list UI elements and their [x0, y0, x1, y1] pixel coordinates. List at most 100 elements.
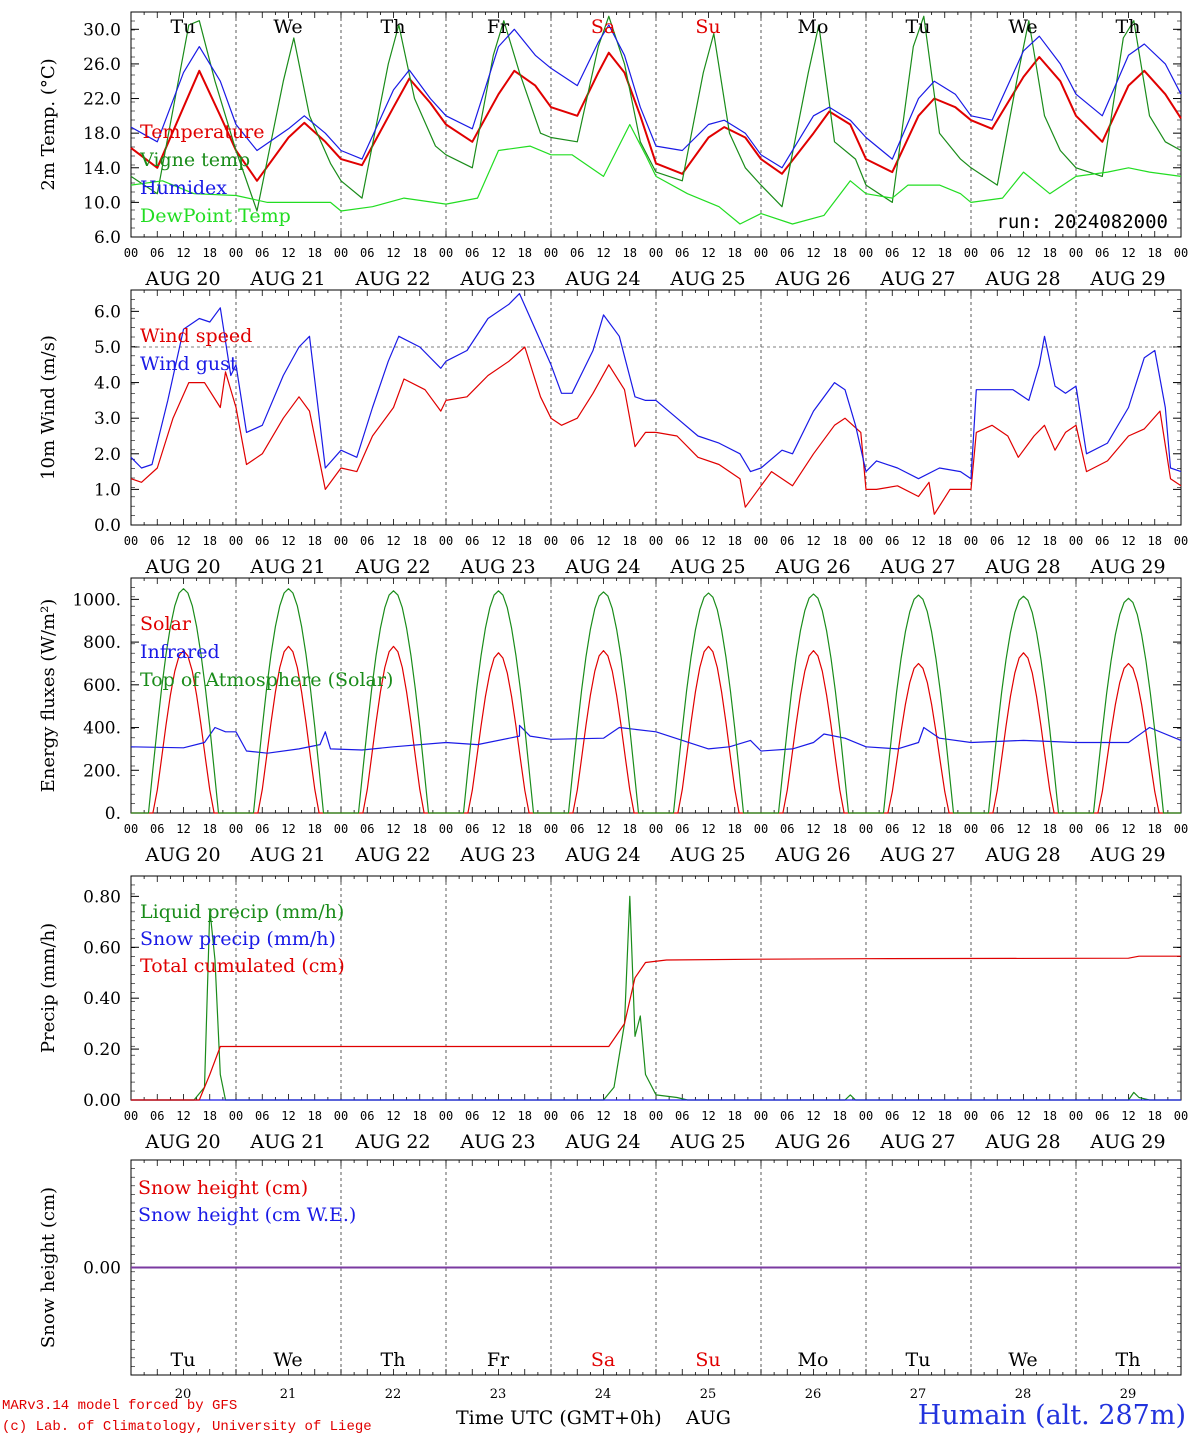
y-tick-label: 4.0 [94, 374, 121, 394]
y-tick-label: 1000. [72, 590, 121, 610]
x-hour-label: 00 [754, 534, 768, 548]
x-hour-label: 06 [780, 822, 794, 836]
y-tick-label: 0.80 [83, 887, 121, 907]
x-hour-label: 18 [518, 1109, 532, 1123]
x-hour-label: 18 [623, 246, 637, 260]
panel-4 [130, 875, 1182, 1101]
x-hour-label: 00 [229, 822, 243, 836]
x-hour-label: 06 [1095, 1109, 1109, 1123]
y-tick-label: 0.00 [83, 1091, 121, 1111]
x-date-label: AUG 25 [669, 844, 745, 866]
x-date-label: AUG 28 [984, 556, 1060, 578]
x-hour-label: 12 [491, 534, 505, 548]
panel-1 [130, 11, 1182, 238]
x-hour-label: 00 [1069, 246, 1083, 260]
y-tick-label: 0. [105, 804, 121, 824]
x-hour-label: 06 [675, 534, 689, 548]
series-infrared [130, 724, 1182, 754]
y-tick-label: 0.20 [83, 1040, 121, 1060]
x-hour-label: 18 [203, 534, 217, 548]
x-hour-label: 00 [859, 822, 873, 836]
x-hour-label: 06 [990, 1109, 1004, 1123]
x-date-label: AUG 25 [669, 268, 745, 290]
y-tick-label: 22.0 [83, 90, 121, 110]
x-hour-label: 00 [124, 1109, 138, 1123]
series-temperature [130, 51, 1182, 182]
x-hour-label: 12 [1016, 534, 1030, 548]
legend-entry: Wind speed [140, 325, 252, 347]
x-hour-label: 00 [439, 822, 453, 836]
panel-3 [130, 577, 1182, 814]
x-hour-label: 06 [465, 1109, 479, 1123]
x-hour-label: 12 [596, 246, 610, 260]
x-hour-label: 00 [439, 534, 453, 548]
series-top-of-atmosphere-solar- [131, 588, 1181, 814]
x-date-label: AUG 20 [144, 1131, 220, 1153]
x-hour-label: 06 [570, 822, 584, 836]
x-hour-label: 00 [124, 822, 138, 836]
legend-entry: Liquid precip (mm/h) [140, 901, 344, 923]
x-hour-label: 06 [150, 246, 164, 260]
series-wind-speed [130, 346, 1182, 515]
x-hour-label: 00 [754, 246, 768, 260]
day-number-label: 28 [1015, 1387, 1032, 1402]
panel-2 [130, 289, 1182, 526]
x-date-label: AUG 20 [144, 556, 220, 578]
x-hour-label: 12 [911, 534, 925, 548]
x-hour-label: 18 [833, 534, 847, 548]
x-hour-label: 12 [386, 1109, 400, 1123]
x-hour-label: 18 [833, 822, 847, 836]
x-hour-label: 00 [334, 822, 348, 836]
x-hour-label: 06 [780, 534, 794, 548]
x-hour-label: 12 [386, 822, 400, 836]
x-hour-label: 00 [544, 534, 558, 548]
x-hour-label: 18 [833, 246, 847, 260]
y-axis-label: Precip (mm/h) [38, 923, 59, 1053]
weekday-label: Tu [906, 16, 931, 38]
x-hour-label: 06 [780, 1109, 794, 1123]
x-hour-label: 18 [623, 822, 637, 836]
x-hour-label: 12 [596, 534, 610, 548]
x-hour-label: 00 [754, 822, 768, 836]
x-hour-label: 12 [806, 822, 820, 836]
legend-entry: Vigne temp [139, 149, 250, 171]
time-axis-label: Time UTC (GMT+0h) [456, 1407, 662, 1429]
x-hour-label: 06 [150, 534, 164, 548]
y-tick-label: 30.0 [83, 20, 121, 40]
x-date-label: AUG 24 [564, 268, 640, 290]
y-tick-label: 2.0 [94, 445, 121, 465]
x-hour-label: 12 [281, 822, 295, 836]
x-hour-label: 00 [544, 822, 558, 836]
x-hour-label: 18 [308, 1109, 322, 1123]
x-hour-label: 00 [229, 246, 243, 260]
x-hour-label: 00 [334, 1109, 348, 1123]
x-hour-label: 00 [229, 1109, 243, 1123]
x-hour-label: 12 [596, 1109, 610, 1123]
x-hour-label: 00 [1069, 1109, 1083, 1123]
series-total-cumulated-cm- [131, 955, 1181, 1101]
x-hour-label: 12 [806, 534, 820, 548]
x-hour-label: 12 [386, 534, 400, 548]
x-date-label: AUG 29 [1089, 1131, 1165, 1153]
day-number-label: 20 [175, 1387, 192, 1402]
x-hour-label: 12 [911, 1109, 925, 1123]
month-label: AUG [685, 1407, 731, 1429]
x-date-label: AUG 25 [669, 1131, 745, 1153]
x-hour-label: 06 [885, 246, 899, 260]
x-date-label: AUG 27 [879, 268, 955, 290]
y-tick-label: 0.0 [94, 516, 121, 536]
x-date-label: AUG 27 [879, 844, 955, 866]
x-hour-label: 00 [859, 1109, 873, 1123]
x-hour-label: 06 [570, 534, 584, 548]
x-date-label: AUG 24 [564, 1131, 640, 1153]
x-date-label: AUG 29 [1089, 268, 1165, 290]
x-hour-label: 06 [1095, 534, 1109, 548]
x-hour-label: 18 [518, 246, 532, 260]
legend-entry: Solar [140, 613, 192, 635]
x-hour-label: 12 [281, 534, 295, 548]
y-tick-label: 800. [83, 633, 121, 653]
x-date-label: AUG 23 [459, 556, 535, 578]
x-hour-label: 06 [780, 246, 794, 260]
x-hour-label: 18 [1043, 534, 1057, 548]
x-hour-label: 12 [806, 246, 820, 260]
